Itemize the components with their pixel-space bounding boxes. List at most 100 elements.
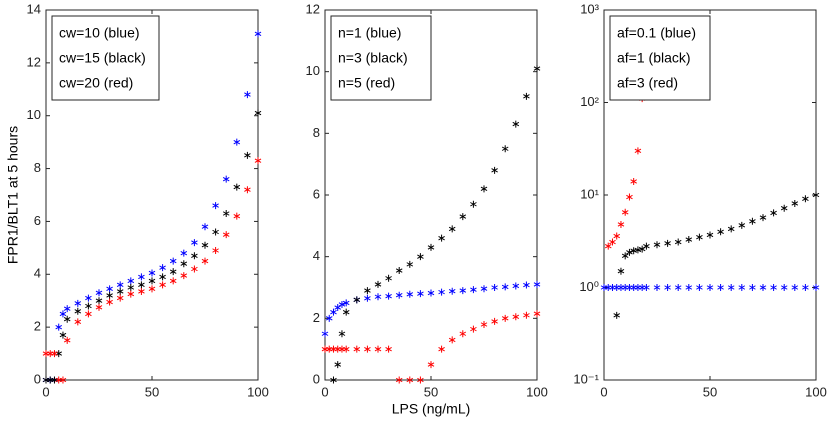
data-point (717, 228, 724, 236)
y-tick-label: 4 (34, 266, 41, 281)
data-point (406, 260, 414, 268)
y-tick-label: 10⁰ (579, 279, 599, 294)
y-tick-label: 10 (27, 107, 41, 122)
data-point (385, 292, 392, 300)
data-point (244, 186, 251, 194)
data-point (148, 277, 156, 285)
data-point (342, 345, 350, 353)
data-point (664, 284, 671, 291)
data-point (233, 212, 241, 220)
data-point (180, 272, 188, 280)
data-point (533, 65, 541, 73)
legend-label: n=3 (black) (338, 50, 408, 66)
data-point (634, 246, 642, 254)
data-point (169, 268, 177, 276)
x-tick-label: 100 (805, 384, 827, 399)
data-point (364, 345, 371, 353)
data-point (364, 294, 371, 302)
data-point (201, 241, 209, 249)
data-point (491, 166, 498, 174)
data-point (180, 249, 188, 257)
data-point (212, 228, 219, 236)
data-point (812, 191, 820, 199)
y-tick-label: 10 (306, 63, 320, 78)
data-point (470, 286, 477, 294)
y-tick-label: 4 (313, 248, 320, 263)
y-tick-label: 10¹ (580, 186, 599, 201)
data-point (395, 291, 403, 299)
data-point (353, 345, 361, 353)
legend-box (51, 15, 160, 101)
data-point (201, 257, 209, 265)
data-point (374, 345, 382, 353)
data-point (63, 336, 71, 344)
data-point (685, 236, 693, 244)
data-point (738, 221, 746, 229)
legend-label: af=1 (black) (617, 50, 691, 66)
data-point (222, 231, 230, 239)
data-point (342, 308, 350, 316)
legend-label: cw=15 (black) (59, 50, 146, 66)
data-point (674, 284, 682, 291)
data-point (727, 225, 735, 233)
data-point (59, 331, 67, 339)
data-point (138, 281, 145, 289)
data-point (244, 91, 251, 99)
data-point (621, 252, 629, 260)
data-point (621, 208, 629, 216)
data-point (395, 376, 403, 384)
data-point (395, 267, 403, 275)
y-tick-label: 6 (313, 186, 320, 201)
legend-label: n=5 (red) (338, 75, 395, 91)
data-point (634, 147, 642, 155)
data-point (212, 247, 219, 254)
data-point (674, 238, 682, 246)
data-point (791, 284, 799, 291)
data-point (85, 310, 92, 318)
data-point (95, 303, 103, 311)
data-point (191, 265, 198, 273)
data-point (613, 311, 621, 319)
data-point (480, 321, 488, 328)
data-point (338, 330, 346, 338)
data-point (254, 157, 262, 165)
data-point (512, 120, 520, 128)
data-point (325, 314, 333, 322)
data-point (802, 195, 809, 203)
data-point (653, 241, 661, 249)
x-tick-label: 100 (526, 384, 548, 399)
data-point (233, 183, 241, 191)
data-point (417, 253, 424, 261)
data-point (802, 284, 809, 291)
data-point (696, 233, 703, 241)
data-point (617, 267, 625, 275)
data-point (55, 323, 63, 331)
data-point (385, 345, 392, 353)
data-point (342, 299, 350, 307)
data-point (523, 311, 530, 319)
data-point (59, 376, 67, 384)
data-point (385, 274, 392, 282)
data-point (791, 199, 799, 207)
data-point (749, 284, 756, 291)
data-point (664, 239, 671, 247)
x-tick-label: 100 (247, 384, 269, 399)
x-axis-label: LPS (ng/mL) (392, 401, 471, 417)
data-point (617, 220, 625, 228)
data-point (427, 289, 435, 297)
data-point (448, 225, 456, 233)
data-point (427, 361, 435, 369)
data-point (406, 376, 414, 384)
data-point (491, 317, 498, 325)
data-point (533, 310, 541, 318)
y-tick-label: 2 (313, 310, 320, 325)
data-point (95, 289, 103, 297)
legend-label: af=0.1 (blue) (617, 25, 696, 41)
y-tick-label: 0 (34, 371, 41, 386)
data-point (201, 223, 209, 231)
data-point (470, 200, 477, 208)
data-point (696, 284, 703, 291)
x-tick-label: 50 (145, 384, 159, 399)
data-point (191, 252, 198, 260)
data-point (749, 217, 756, 225)
